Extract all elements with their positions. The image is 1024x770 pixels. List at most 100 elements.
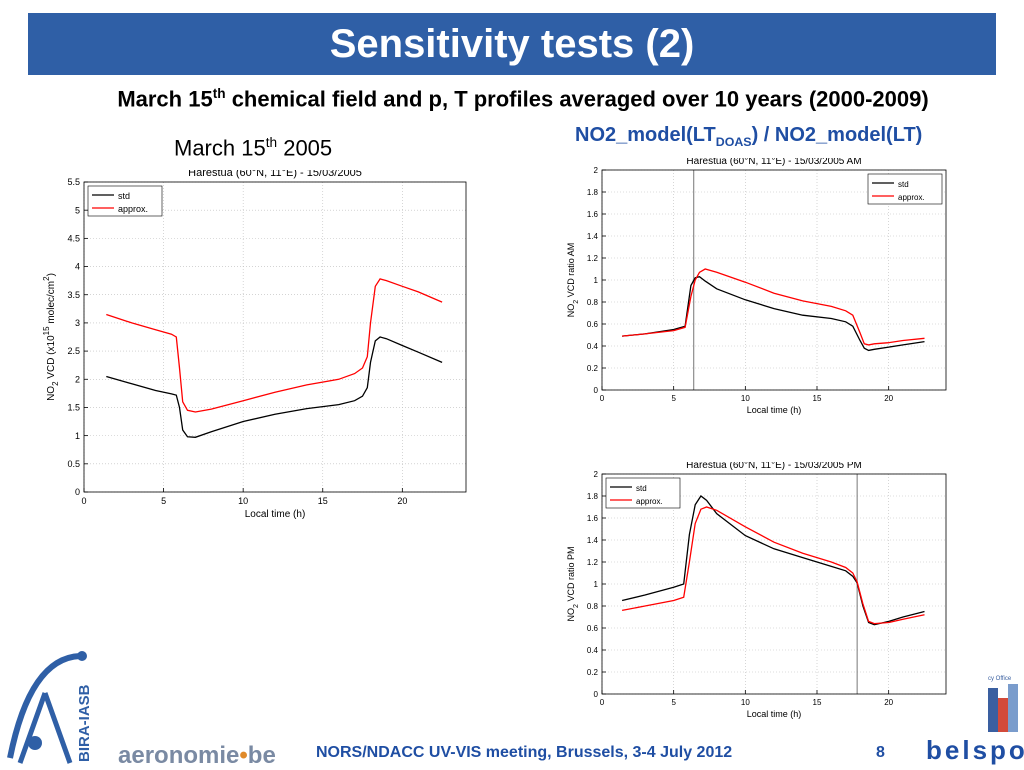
- x-tick-label: 15: [318, 496, 328, 506]
- y-axis-label-part: 2: [42, 276, 51, 281]
- y-tick-label: 2: [594, 470, 599, 479]
- y-tick-label: 1.8: [587, 492, 599, 501]
- x-tick-label: 5: [671, 698, 676, 707]
- y-axis-label: NO2 VCD ratio AM: [566, 243, 580, 317]
- y-axis-label-part: 15: [42, 326, 51, 335]
- y-tick-label: 1.2: [587, 558, 599, 567]
- y-axis-label-part: NO: [46, 386, 57, 401]
- y-axis-label-part: NO: [566, 608, 576, 622]
- y-tick-label: 1.4: [587, 232, 599, 241]
- x-tick-label: 0: [81, 496, 86, 506]
- subtitle-rest: chemical field and p, T profiles average…: [225, 86, 929, 112]
- y-tick-label: 4: [75, 262, 80, 272]
- left-caption: March 15th 2005: [174, 135, 332, 161]
- x-tick-label: 0: [600, 698, 605, 707]
- y-tick-label: 2: [594, 166, 599, 175]
- y-tick-label: 0.2: [587, 364, 599, 373]
- x-tick-label: 20: [397, 496, 407, 506]
- y-tick-label: 1.2: [587, 254, 599, 263]
- y-tick-label: 3: [75, 318, 80, 328]
- title-bar: Sensitivity tests (2): [28, 13, 996, 75]
- left-caption-main: March 15: [174, 135, 266, 161]
- x-tick-label: 0: [600, 394, 605, 403]
- vcd-chart: 0 5 10 15 20 0 0.5 1 1.5 2 2.5 3 3.5 4 4.5 5 5.5 Harestua…: [42, 170, 467, 520]
- aeronomie-logo: aeronomie•be: [118, 742, 276, 770]
- right-caption-sub: DOAS: [715, 135, 752, 149]
- right-caption-b: ) / NO2_model(LT): [751, 124, 923, 146]
- y-axis-label-part: ): [46, 273, 57, 276]
- x-tick-label: 10: [238, 496, 248, 506]
- belspo-flag-icon: [988, 684, 1018, 732]
- right-caption: NO2_model(LTDOAS) / NO2_model(LT): [575, 124, 922, 149]
- legend-label: std: [636, 484, 647, 493]
- y-tick-label: 1.6: [587, 514, 599, 523]
- y-tick-label: 0.2: [587, 668, 599, 677]
- bira-logo-text: BIRA-IASB: [76, 684, 93, 763]
- y-tick-label: 2: [75, 374, 80, 384]
- y-tick-label: 0.4: [587, 646, 599, 655]
- x-tick-label: 10: [741, 394, 750, 403]
- y-tick-label: 0: [594, 386, 599, 395]
- y-tick-label: 1.8: [587, 188, 599, 197]
- y-tick-label: 0: [75, 487, 80, 497]
- y-tick-label: 1: [594, 276, 599, 285]
- x-axis-label: Local time (h): [747, 709, 802, 719]
- slide-subtitle: March 15th chemical field and p, T profi…: [0, 86, 1024, 112]
- series-line: [621, 506, 925, 625]
- x-tick-label: 20: [884, 698, 893, 707]
- x-tick-label: 5: [671, 394, 676, 403]
- ratio-am-chart: 0 5 10 15 20 0 0.2 0.4 0.6 0.8 1 1.2 1.4 1.6 1.8 2 Hares…: [566, 158, 947, 415]
- aeronomie-text-a: aeronomie: [118, 742, 240, 769]
- x-tick-label: 10: [741, 698, 750, 707]
- series-line: [622, 275, 925, 352]
- y-tick-label: 0.6: [587, 624, 599, 633]
- y-axis-label: NO2 VCD ratio PM: [566, 547, 580, 622]
- y-axis-label-part: molec/cm: [46, 281, 57, 327]
- series-line: [106, 336, 443, 438]
- y-tick-label: 0.4: [587, 342, 599, 351]
- belspo-logo: belspo: [926, 735, 1024, 765]
- series-line: [622, 268, 925, 346]
- y-tick-label: 0.5: [67, 459, 80, 469]
- y-tick-label: 3.5: [67, 290, 80, 300]
- footer-text: NORS/NDACC UV-VIS meeting, Brussels, 3-4…: [316, 744, 733, 761]
- left-caption-rest: 2005: [277, 135, 333, 161]
- y-axis-label-part: 2: [573, 604, 580, 608]
- subtitle-main: March 15: [117, 86, 213, 112]
- y-tick-label: 1: [594, 580, 599, 589]
- y-axis-label: NO2 VCD (x1015 molec/cm2): [42, 273, 60, 401]
- page-number: 8: [876, 744, 885, 761]
- legend-label: approx.: [118, 204, 148, 214]
- series-line: [621, 495, 925, 626]
- legend-label: approx.: [898, 193, 925, 202]
- slide-title: Sensitivity tests (2): [329, 22, 695, 66]
- chart-title: Harestua (60°N, 11°E) - 15/03/2005 PM: [686, 462, 862, 471]
- y-tick-label: 4.5: [67, 234, 80, 244]
- chart-title: Harestua (60°N, 11°E) - 15/03/2005: [188, 170, 362, 179]
- y-axis-label-part: VCD ratio PM: [566, 547, 576, 605]
- y-tick-label: 5: [75, 205, 80, 215]
- y-tick-label: 5.5: [67, 177, 80, 187]
- belspo-small-text: cy Office: [988, 676, 1012, 682]
- legend-box: [87, 185, 163, 217]
- aeronomie-text-b: be: [247, 742, 276, 769]
- legend-label: std: [898, 180, 909, 189]
- y-tick-label: 0.8: [587, 298, 599, 307]
- y-tick-label: 1.6: [587, 210, 599, 219]
- y-tick-label: 1.4: [587, 536, 599, 545]
- bira-logo-icon: [7, 651, 87, 764]
- x-tick-label: 20: [884, 394, 893, 403]
- x-axis-label: Local time (h): [747, 405, 802, 415]
- axes-box: [83, 181, 467, 493]
- x-axis-label: Local time (h): [245, 509, 306, 520]
- y-axis-label-part: VCD (x10: [46, 335, 57, 382]
- x-tick-label: 15: [813, 394, 822, 403]
- y-tick-label: 1.5: [67, 403, 80, 413]
- chart-title: Harestua (60°N, 11°E) - 15/03/2005 AM: [686, 158, 861, 167]
- y-tick-label: 2.5: [67, 346, 80, 356]
- legend-label: std: [118, 191, 130, 201]
- legend-box: [605, 477, 681, 509]
- y-tick-label: 0.6: [587, 320, 599, 329]
- right-caption-a: NO2_model(LT: [575, 124, 716, 146]
- left-caption-sup: th: [265, 135, 278, 150]
